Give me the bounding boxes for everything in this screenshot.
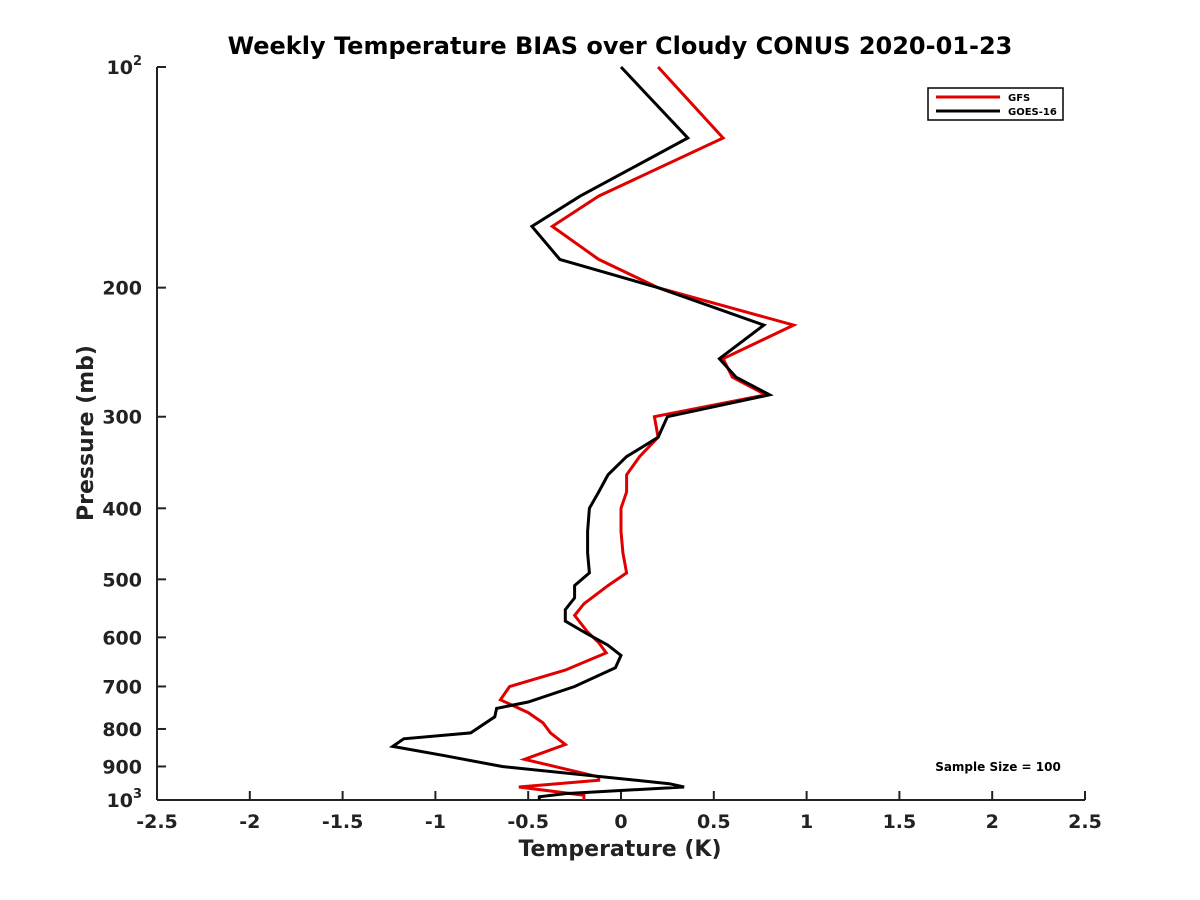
y-tick-label: 900 <box>102 756 142 778</box>
x-tick-label: -1 <box>425 811 446 833</box>
axes: -2.5 -2 -1.5 -1 -0.5 0 0.5 1 1.5 2 2.5 102 200 300 400… <box>102 54 1102 833</box>
y-tick-label: 300 <box>102 407 142 429</box>
legend-box <box>927 87 1064 121</box>
x-tick-label: 2 <box>986 811 999 833</box>
x-axis-label: Temperature (K) <box>518 837 721 862</box>
x-tick-label: -2 <box>239 811 260 833</box>
series-group <box>388 65 798 800</box>
x-tick-label: 1 <box>800 811 813 833</box>
y-tick-label: 700 <box>102 676 142 698</box>
y-tick-label: 500 <box>102 569 142 591</box>
x-tick-label: 2.5 <box>1068 811 1102 833</box>
legend-label: GFS <box>1008 93 1030 104</box>
x-tick-label: 1.5 <box>883 811 917 833</box>
legend: GFS GOES-16 <box>927 87 1064 121</box>
x-tick-label: 0 <box>614 811 627 833</box>
y-tick-label: 800 <box>102 719 142 741</box>
x-tick-label: -1.5 <box>322 811 364 833</box>
y-tick-label: 102 <box>107 54 143 79</box>
y-tick-label: 600 <box>102 627 142 649</box>
chart-title: Weekly Temperature BIAS over Cloudy CONU… <box>228 32 1013 60</box>
y-tick-label: 400 <box>102 498 142 520</box>
series-line-gfs <box>498 65 798 800</box>
y-tick-label: 200 <box>102 278 142 300</box>
series-line-goes-16 <box>388 65 774 800</box>
x-tick-label: -0.5 <box>507 811 549 833</box>
legend-label: GOES-16 <box>1008 107 1057 118</box>
x-tick-label: 0.5 <box>697 811 731 833</box>
x-tick-label: -2.5 <box>136 811 178 833</box>
y-tick-label: 103 <box>107 787 143 812</box>
sample-size-annotation: Sample Size = 100 <box>935 760 1061 774</box>
y-axis-label: Pressure (mb) <box>74 345 99 521</box>
